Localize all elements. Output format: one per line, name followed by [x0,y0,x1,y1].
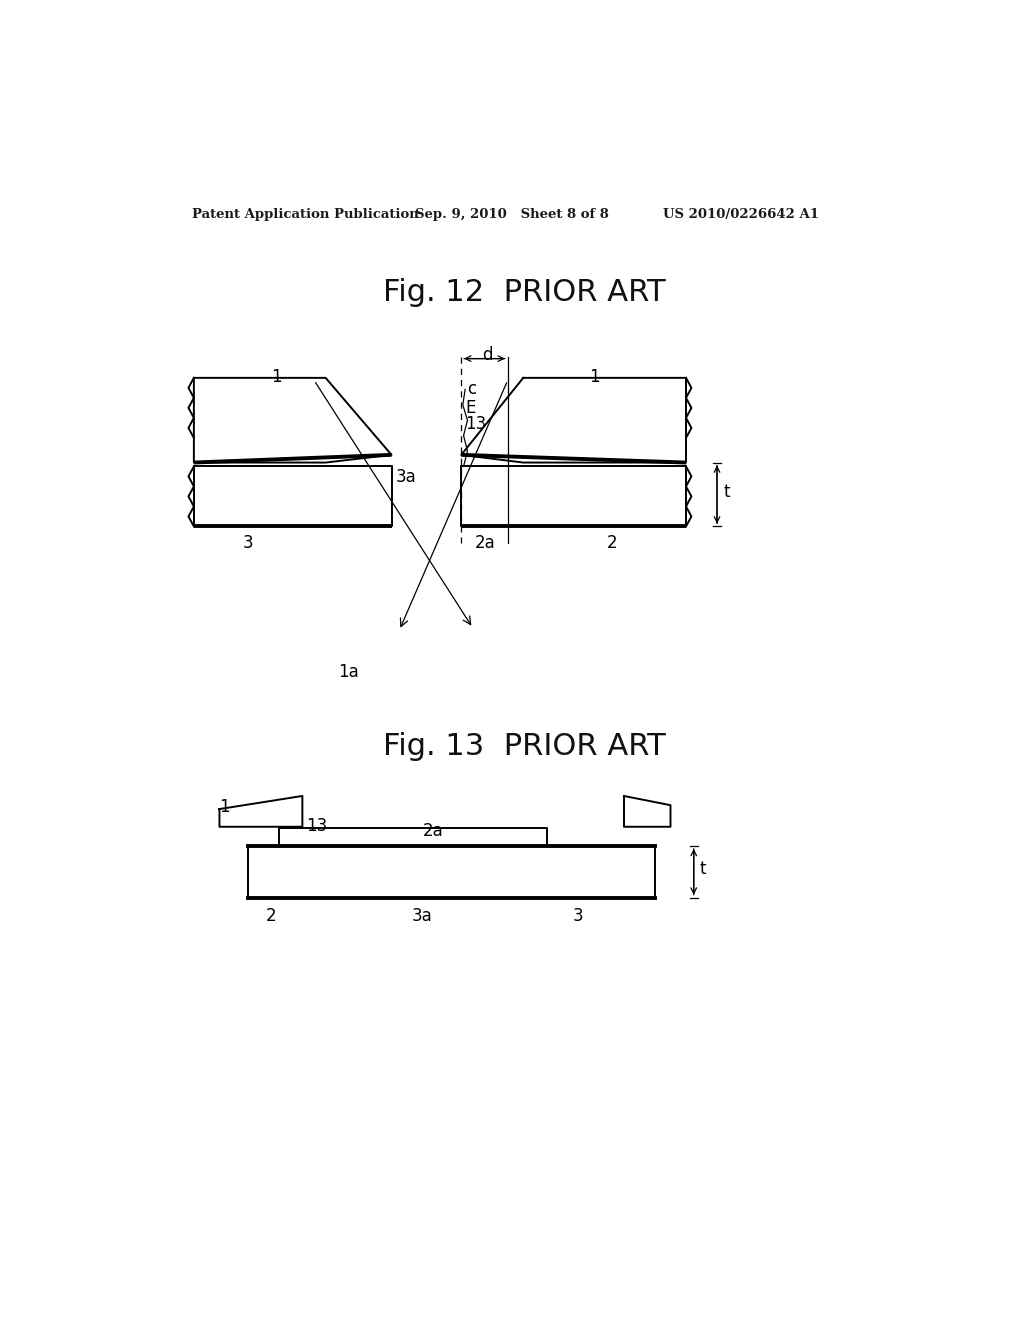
Text: 1: 1 [589,368,600,385]
Text: Patent Application Publication: Patent Application Publication [193,209,419,222]
Text: 2: 2 [607,535,617,552]
Text: Fig. 13  PRIOR ART: Fig. 13 PRIOR ART [383,733,667,762]
Text: 3a: 3a [412,907,433,925]
Text: 13: 13 [465,414,486,433]
Text: 2a: 2a [474,535,496,552]
Text: 13: 13 [306,817,328,834]
Text: t: t [723,483,730,500]
Text: Sep. 9, 2010   Sheet 8 of 8: Sep. 9, 2010 Sheet 8 of 8 [415,209,608,222]
Text: d: d [482,346,493,363]
Text: 3: 3 [243,535,253,552]
Text: c: c [467,380,476,399]
Text: 1: 1 [271,368,282,385]
Text: 3: 3 [572,907,583,925]
Text: 3a: 3a [395,469,416,486]
Text: E: E [465,400,475,417]
Text: 1: 1 [219,797,230,816]
Text: 2a: 2a [423,822,443,840]
Text: US 2010/0226642 A1: US 2010/0226642 A1 [663,209,819,222]
Text: Fig. 12  PRIOR ART: Fig. 12 PRIOR ART [383,277,667,306]
Text: 1a: 1a [339,663,359,681]
Text: t: t [700,861,707,878]
Text: 2: 2 [266,907,276,925]
